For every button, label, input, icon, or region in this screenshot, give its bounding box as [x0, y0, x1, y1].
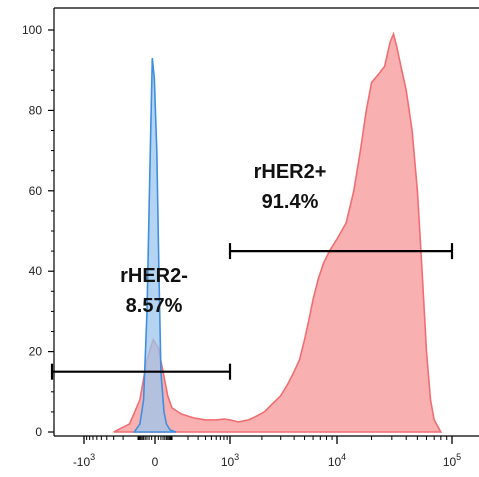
x-tick-label: -103 [73, 452, 95, 469]
y-tick-label: 100 [22, 23, 42, 37]
y-tick-label: 20 [29, 345, 43, 359]
gate-percent-label: 91.4% [262, 191, 319, 213]
gate-name-label: rHER2+ [254, 161, 327, 183]
series-layer [113, 31, 443, 433]
x-tick-label: 104 [328, 452, 346, 469]
x-tick-label: 103 [221, 452, 239, 469]
y-tick-label: 80 [29, 103, 43, 117]
histogram-series-1 [113, 31, 443, 433]
x-tick-label: 0 [152, 455, 159, 469]
histogram-series-2 [132, 58, 177, 433]
y-tick-label: 0 [35, 425, 42, 439]
x-tick-label: 105 [443, 452, 461, 469]
gate-name-label: rHER2- [120, 265, 188, 287]
gates-layer: rHER2- 8.57% rHER2+ 91.4% [50, 161, 454, 380]
y-tick-label: 40 [29, 264, 43, 278]
y-tick-label: 60 [29, 184, 43, 198]
gate-percent-label: 8.57% [126, 295, 183, 317]
